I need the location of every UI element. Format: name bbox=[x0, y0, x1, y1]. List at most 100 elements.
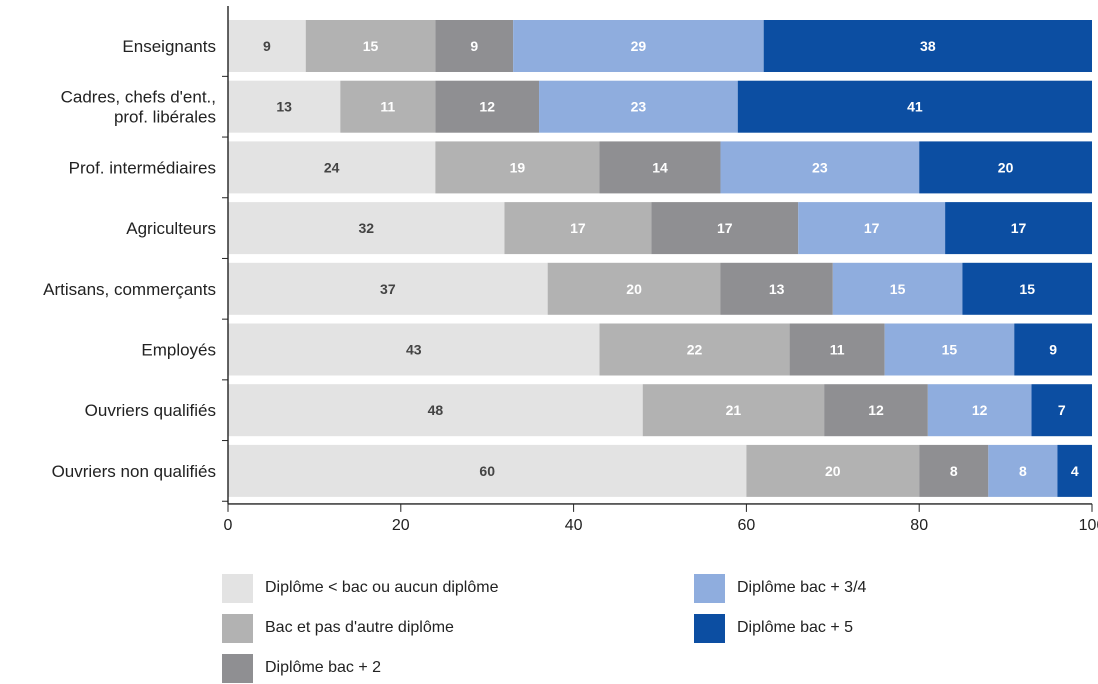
category-label: Prof. intermédiaires bbox=[69, 158, 216, 177]
category-label-line: Ouvriers qualifiés bbox=[85, 401, 216, 420]
bar-segment bbox=[798, 202, 946, 255]
legend-swatch-bac-plus-3-4 bbox=[694, 573, 725, 603]
data-label: 20 bbox=[998, 159, 1014, 175]
bar-segment bbox=[720, 141, 920, 194]
data-label: 29 bbox=[631, 38, 647, 54]
bar-segment bbox=[504, 202, 652, 255]
bar-segment bbox=[228, 80, 341, 133]
bar-segment bbox=[746, 444, 920, 497]
x-tick-label: 0 bbox=[224, 517, 233, 534]
bar-segment bbox=[737, 80, 1092, 133]
data-label: 11 bbox=[380, 99, 395, 115]
bar-segment bbox=[599, 323, 790, 376]
bar-segment bbox=[228, 20, 306, 72]
bar-segment bbox=[539, 80, 738, 133]
category-label-line: Cadres, chefs d'ent., bbox=[61, 88, 216, 107]
data-label: 12 bbox=[972, 402, 988, 418]
data-label: 32 bbox=[358, 220, 374, 236]
data-label: 24 bbox=[324, 159, 340, 175]
data-label: 19 bbox=[510, 159, 526, 175]
category-labels-group: Enseignants Cadres, chefs d'ent., prof. li… bbox=[43, 37, 216, 481]
x-tick-label: 60 bbox=[738, 517, 756, 534]
data-label: 12 bbox=[868, 402, 884, 418]
bar-segment bbox=[228, 444, 747, 497]
bar-segment bbox=[1057, 444, 1092, 497]
category-label-line: Enseignants bbox=[122, 37, 216, 56]
data-label: 9 bbox=[1049, 342, 1057, 358]
data-label: 23 bbox=[631, 99, 647, 115]
legend-item-bac-plus-2: Diplôme bac + 2 bbox=[222, 652, 381, 684]
data-label: 17 bbox=[570, 220, 586, 236]
data-label: 20 bbox=[626, 281, 642, 297]
bar-segment bbox=[228, 141, 436, 194]
bar-segment bbox=[599, 141, 721, 194]
category-label-line: Ouvriers non qualifiés bbox=[52, 462, 216, 481]
data-label: 8 bbox=[1019, 463, 1027, 479]
legend-swatch-bac bbox=[222, 613, 253, 643]
bar-segment bbox=[988, 444, 1058, 497]
bar-segment bbox=[228, 202, 505, 255]
data-label: 14 bbox=[652, 159, 668, 175]
bar-segment bbox=[435, 20, 514, 72]
bars-group bbox=[228, 20, 1092, 497]
bar-segment bbox=[228, 262, 548, 315]
data-label: 37 bbox=[380, 281, 396, 297]
data-label: 15 bbox=[363, 38, 379, 54]
bar-segment bbox=[340, 80, 436, 133]
data-label: 9 bbox=[470, 38, 478, 54]
bar-segment bbox=[435, 141, 600, 194]
legend-swatch-bac-plus-2 bbox=[222, 653, 253, 683]
category-label: Artisans, commerçants bbox=[43, 280, 216, 299]
bar-segment bbox=[763, 20, 1092, 72]
legend-label-bac: Bac et pas d'autre diplôme bbox=[265, 619, 454, 636]
legend-swatch-below-bac bbox=[222, 573, 253, 603]
bar-segment bbox=[919, 141, 1092, 194]
bar-segment bbox=[720, 262, 833, 315]
category-label-line: Artisans, commerçants bbox=[43, 280, 216, 299]
data-label: 8 bbox=[950, 463, 958, 479]
legend-item-bac: Bac et pas d'autre diplôme bbox=[222, 612, 454, 644]
data-label: 15 bbox=[890, 281, 906, 297]
bar-segment bbox=[945, 202, 1092, 255]
category-label: Cadres, chefs d'ent., prof. libérales bbox=[61, 88, 216, 127]
data-label: 9 bbox=[263, 38, 271, 54]
bar-segment bbox=[884, 323, 1015, 376]
legend-item-bac-plus-5: Diplôme bac + 5 bbox=[694, 612, 853, 644]
legend-swatch-bac-plus-5 bbox=[694, 613, 725, 643]
legend: Diplôme < bac ou aucun diplôme Bac et pa… bbox=[222, 568, 1092, 684]
x-tick-label: 100 bbox=[1079, 517, 1098, 534]
bar-segment bbox=[832, 262, 963, 315]
x-tick-label: 20 bbox=[392, 517, 410, 534]
bar-segment bbox=[1014, 323, 1092, 376]
bar-segment bbox=[435, 80, 540, 133]
data-label: 13 bbox=[769, 281, 785, 297]
data-label: 13 bbox=[276, 99, 292, 115]
bar-segment bbox=[824, 384, 928, 437]
data-label: 23 bbox=[812, 159, 828, 175]
data-label: 17 bbox=[864, 220, 880, 236]
bar-segment bbox=[962, 262, 1092, 315]
legend-label-bac-plus-3-4: Diplôme bac + 3/4 bbox=[737, 579, 867, 596]
bar-segment bbox=[651, 202, 799, 255]
data-label: 7 bbox=[1058, 402, 1066, 418]
data-label: 17 bbox=[717, 220, 733, 236]
data-label: 4 bbox=[1071, 463, 1079, 479]
data-label: 22 bbox=[687, 342, 703, 358]
data-label: 17 bbox=[1011, 220, 1027, 236]
legend-label-below-bac: Diplôme < bac ou aucun diplôme bbox=[265, 579, 499, 596]
bar-segment bbox=[642, 384, 825, 437]
legend-item-below-bac: Diplôme < bac ou aucun diplôme bbox=[222, 572, 498, 604]
category-label: Employés bbox=[141, 341, 216, 360]
data-label: 48 bbox=[428, 402, 444, 418]
data-label: 15 bbox=[942, 342, 958, 358]
legend-label-bac-plus-2: Diplôme bac + 2 bbox=[265, 659, 382, 676]
category-label: Ouvriers non qualifiés bbox=[52, 462, 216, 481]
x-axis: 0 20 40 60 80 100 bbox=[222, 6, 1098, 534]
x-tick-label: 40 bbox=[565, 517, 583, 534]
bar-segment bbox=[547, 262, 721, 315]
bar-segment bbox=[228, 384, 643, 437]
data-label: 43 bbox=[406, 342, 422, 358]
category-label: Ouvriers qualifiés bbox=[85, 401, 216, 420]
data-label: 41 bbox=[907, 99, 923, 115]
